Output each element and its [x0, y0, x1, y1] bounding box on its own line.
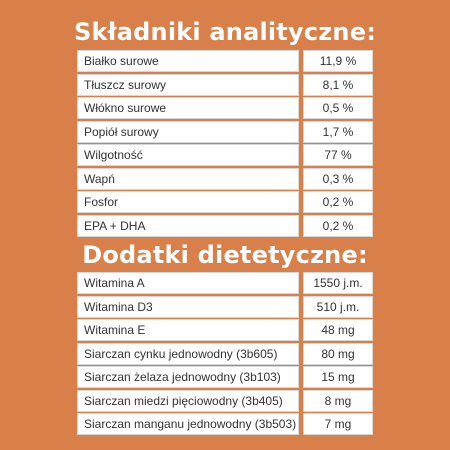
table-row: Siarczan manganu jednowodny (3b503) 7 mg — [77, 413, 373, 437]
row-value: 11,9 % — [303, 50, 373, 72]
row-value: 48 mg — [303, 319, 373, 341]
table-row: Wilgotność 77 % — [77, 144, 373, 168]
table-row: Tłuszcz surowy 8,1 % — [77, 73, 373, 98]
row-value: 15 mg — [303, 366, 373, 388]
table-row: Witamina E 48 mg — [77, 319, 373, 343]
row-value: 0,2 % — [303, 214, 373, 237]
row-value: 0,3 % — [303, 167, 373, 190]
row-value: 0,5 % — [303, 97, 373, 119]
row-name: Siarczan żelaza jednowodny (3b103) — [77, 366, 299, 388]
row-name: Witamina A — [77, 272, 299, 294]
additives-title: Dodatki dietetyczne: — [82, 241, 368, 269]
row-value: 77 % — [303, 144, 373, 166]
table-row: Białko surowe 11,9 % — [77, 50, 373, 74]
row-value: 7 mg — [303, 413, 373, 435]
table-row: Witamina A 1550 j.m. — [77, 272, 373, 296]
row-value: 8,1 % — [303, 73, 373, 96]
table-row: Popiół surowy 1,7 % — [77, 120, 373, 145]
row-value: 80 mg — [303, 342, 373, 365]
row-value: 1550 j.m. — [303, 272, 373, 294]
row-name: Białko surowe — [77, 50, 299, 72]
row-name: Siarczan cynku jednowodny (3b605) — [77, 342, 299, 365]
table-row: Siarczan miedzi pięciowodny (3b405) 8 mg — [77, 389, 373, 414]
row-name: Wapń — [77, 167, 299, 190]
row-name: Siarczan manganu jednowodny (3b503) — [77, 413, 299, 435]
table-row: EPA + DHA 0,2 % — [77, 214, 373, 239]
table-row: Włókno surowe 0,5 % — [77, 97, 373, 121]
row-name: Tłuszcz surowy — [77, 73, 299, 96]
table-row: Siarczan żelaza jednowodny (3b103) 15 mg — [77, 366, 373, 390]
row-value: 1,7 % — [303, 120, 373, 143]
table-row: Fosfor 0,2 % — [77, 191, 373, 215]
row-name: Witamina D3 — [77, 295, 299, 318]
analytical-title: Składniki analityczne: — [74, 18, 376, 46]
table-row: Wapń 0,3 % — [77, 167, 373, 192]
row-name: EPA + DHA — [77, 214, 299, 237]
row-name: Popiół surowy — [77, 120, 299, 143]
analytical-table: Białko surowe 11,9 % Tłuszcz surowy 8,1 … — [77, 50, 373, 238]
table-row: Witamina D3 510 j.m. — [77, 295, 373, 320]
row-value: 510 j.m. — [303, 295, 373, 318]
row-value: 0,2 % — [303, 191, 373, 213]
row-name: Fosfor — [77, 191, 299, 213]
row-name: Wilgotność — [77, 144, 299, 166]
row-name: Włókno surowe — [77, 97, 299, 119]
row-name: Witamina E — [77, 319, 299, 341]
row-name: Siarczan miedzi pięciowodny (3b405) — [77, 389, 299, 412]
additives-table: Witamina A 1550 j.m. Witamina D3 510 j.m… — [77, 272, 373, 437]
table-row: Siarczan cynku jednowodny (3b605) 80 mg — [77, 342, 373, 367]
row-value: 8 mg — [303, 389, 373, 412]
